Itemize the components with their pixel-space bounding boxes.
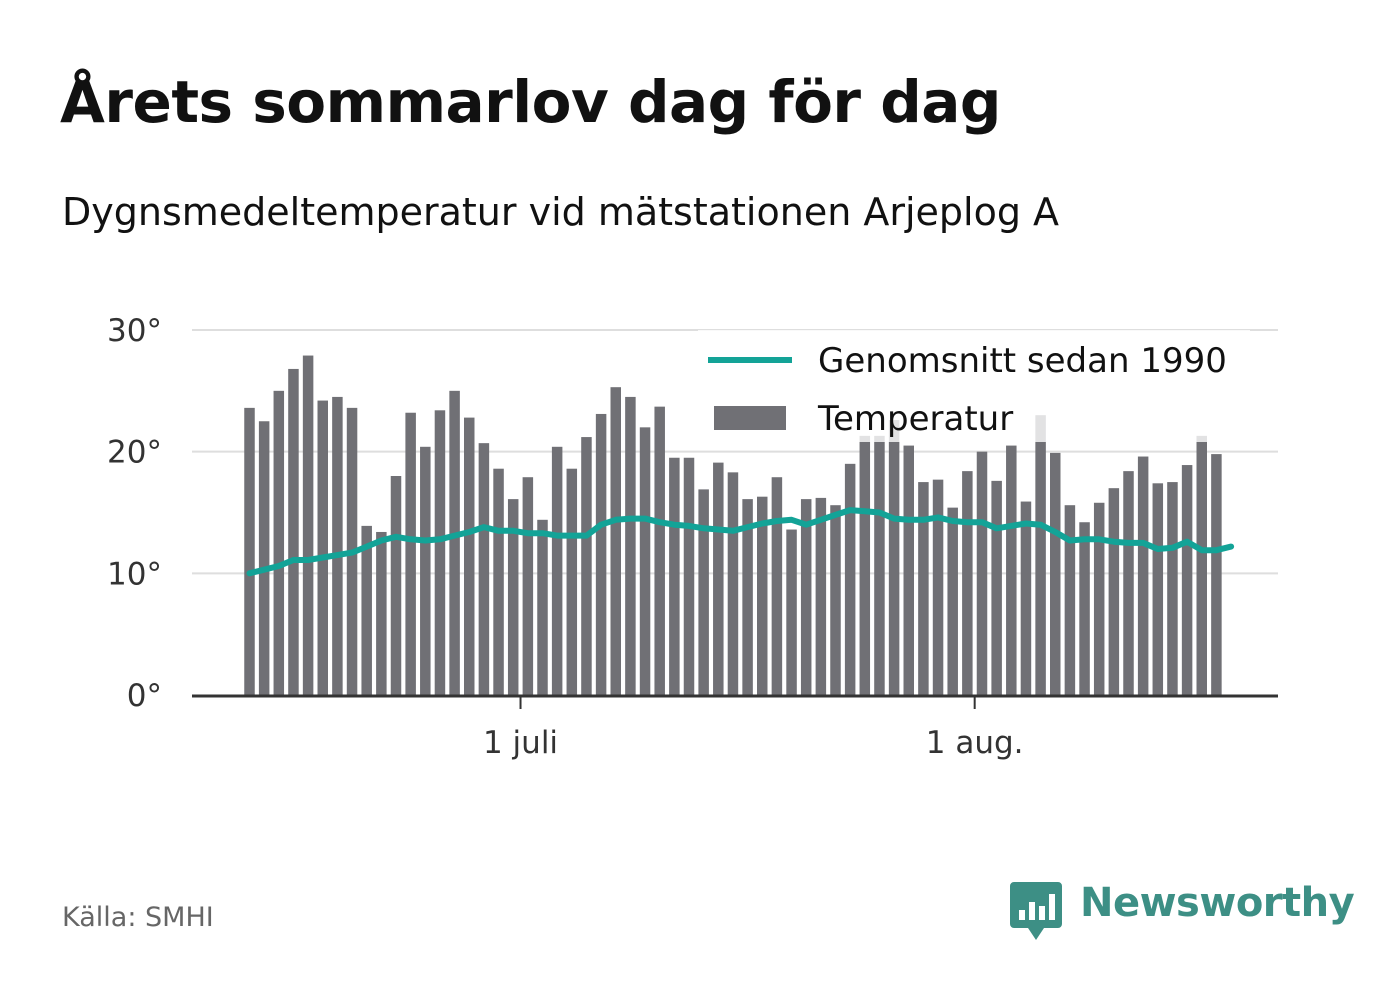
temperature-bar [581,437,592,695]
temperature-bar [1196,435,1207,695]
temperature-bar [522,477,534,695]
temperature-bar [332,396,343,695]
temperature-bar [361,525,372,695]
temperature-bar [815,497,827,695]
source-note: Källa: SMHI [62,902,214,933]
temperature-bar [1167,482,1178,695]
legend-bar-swatch [714,406,786,430]
temperature-bar [464,417,475,695]
y-tick-label: 20° [107,435,162,471]
page-title: Årets sommarlov dag för dag [60,68,1001,136]
temperature-bar [713,462,724,695]
temperature-bar [1035,415,1046,695]
temperature-bar [405,412,416,695]
temperature-bar [449,390,460,695]
temperature-bar [317,400,328,695]
x-tick-label: 1 aug. [926,725,1024,761]
temperature-bar [610,387,621,695]
temperature-bar [551,446,563,695]
temperature-bar [258,421,270,695]
temperature-bar [669,457,680,695]
legend-label-temperature: Temperatur [817,399,1013,439]
y-tick-label: 0° [127,678,162,714]
temperature-bar [1211,454,1222,695]
temperature-bar [874,435,885,695]
temperature-bar [1050,452,1061,695]
temperature-bar [844,463,856,695]
temperature-bar [434,410,446,695]
temperature-bar [1006,445,1017,695]
temperature-bar [771,477,783,695]
average-line [246,507,1235,577]
temperature-bar [302,355,314,695]
temperature-bar [1181,465,1193,695]
temperature-bar [1123,471,1134,695]
temperature-bar [1108,488,1120,695]
y-tick-label: 30° [107,313,162,349]
temperature-bar [376,531,387,695]
temperature-bar [962,471,973,695]
temperature-bar [1064,505,1076,695]
y-tick-label: 10° [107,556,162,592]
temperature-bar [947,507,958,695]
x-tick-label: 1 juli [483,725,558,761]
temperature-bar [888,420,900,695]
average-line-layer [246,507,1235,577]
temperature-bar [390,476,402,695]
legend: Genomsnitt sedan 1990 Temperatur [698,330,1250,442]
temperature-bar [537,519,548,695]
temperature-bar [859,435,871,695]
temperature-bar [903,445,914,695]
temperature-bar [757,496,768,695]
temperature-bar [1152,483,1164,695]
temperature-bar [1093,502,1105,695]
newsworthy-logo-icon [1010,882,1062,940]
temperature-bar [683,457,695,695]
legend-label-average: Genomsnitt sedan 1990 [818,341,1227,381]
temperature-bar [786,529,797,695]
temperature-bar [1079,522,1090,695]
temperature-bar [244,407,255,695]
page-subtitle: Dygnsmedeltemperatur vid mätstationen Ar… [62,190,1060,234]
temperature-bar [288,368,299,695]
temperature-bar [507,499,519,695]
temperature-bar [1020,501,1032,695]
temperature-bar [1137,456,1149,695]
temperature-bar [654,406,665,695]
legend-background [698,330,1250,442]
temperature-bar [698,489,709,695]
temperature-bar [595,413,607,695]
temperature-bar [742,499,753,695]
temperature-bar [639,427,651,695]
temperature-bar [625,396,636,695]
temperature-bar [800,499,812,695]
temperature-bar [566,468,578,695]
temperature-bar [273,390,285,695]
temperature-bar [420,446,431,695]
temperature-bar [727,472,739,695]
axes: 0° 10° 20° 30° 1 juli 1 aug. [107,313,1278,761]
temperature-bar [493,468,504,695]
temperature-bar [830,505,841,695]
temperature-bar [991,480,1002,695]
temperature-bar [478,443,490,695]
temperature-bars [244,355,1222,695]
brand-name: Newsworthy [1080,880,1355,926]
temperature-bar [976,451,988,695]
temperature-bar [918,482,929,695]
temperature-bar [932,479,944,695]
